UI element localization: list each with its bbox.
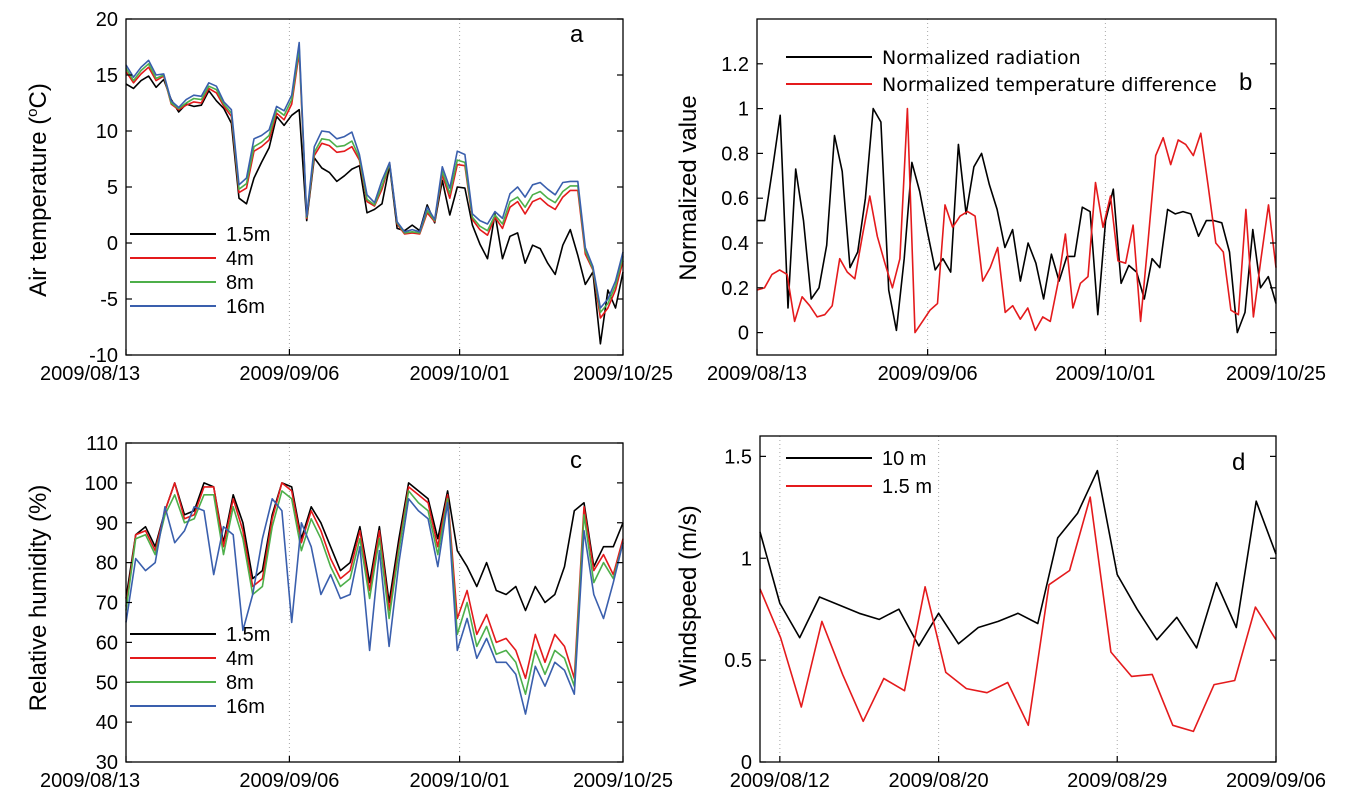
x-tick-label: 2009/08/20 <box>889 770 989 787</box>
legend: 10 m 1.5 m <box>786 448 932 498</box>
y-tick-label: 90 <box>96 513 118 535</box>
legend-label: Normalized radiation <box>882 47 1081 69</box>
y-tick-label: 5 <box>107 177 118 199</box>
panel-d: Windspeed (m/s) d 0 0.5 1 1.5 2009/08/12 2009… <box>675 435 1326 787</box>
panel-label-b: b <box>1239 69 1252 96</box>
y-tick-label: 0 <box>741 752 752 774</box>
y-tick-label: 70 <box>96 593 118 615</box>
y-tick-label: -10 <box>89 345 118 367</box>
x-tick-label: 2009/09/06 <box>1226 770 1326 787</box>
legend-label: 8m <box>226 272 254 294</box>
y-tick-label: 0 <box>107 233 118 255</box>
legend: Normalized radiation Normalized temperatu… <box>786 47 1217 96</box>
plot-frame <box>756 18 1277 356</box>
y-tick-label: 1.2 <box>721 54 749 76</box>
y-tick-label: 10 <box>96 121 118 143</box>
y-tick-label: 0 <box>738 323 749 345</box>
y-tick-label: 0.5 <box>724 650 752 672</box>
plot-frame <box>125 18 624 356</box>
series-line-0 <box>757 107 1277 334</box>
legend-label: Normalized temperature difference <box>882 74 1217 96</box>
ylabel-b: Normalized value <box>675 95 702 280</box>
x-tick-label: 2009/10/25 <box>1226 363 1326 385</box>
y-tick-label: 80 <box>96 553 118 575</box>
x-tick-label: 2009/08/13 <box>707 363 807 385</box>
panel-label-a: a <box>570 21 584 48</box>
series-line-2 <box>125 47 624 314</box>
panel-b: Normalized value b 0 0.2 0.4 0.6 0.8 1 1.2 2009… <box>675 18 1326 385</box>
series-line-1 <box>756 107 1277 334</box>
series-line-1 <box>759 496 1277 733</box>
y-tick-label: 30 <box>96 752 118 774</box>
legend-label: 10 m <box>882 448 926 470</box>
y-tick-label: 20 <box>96 9 118 31</box>
y-tick-label: 50 <box>96 672 118 694</box>
x-tick-label: 2009/09/06 <box>239 770 339 787</box>
ylabel-a: Air temperature (oC) <box>24 83 52 297</box>
legend-label: 8m <box>226 672 254 694</box>
x-tick-label: 2009/08/13 <box>40 363 140 385</box>
x-tick-label: 2009/10/01 <box>410 770 510 787</box>
y-tick-label: 0.2 <box>721 278 749 300</box>
series-line-3 <box>125 497 624 715</box>
series-line-1 <box>125 51 624 319</box>
ylabel-c: Relative humidity (%) <box>25 485 52 712</box>
legend-label: 4m <box>226 248 254 270</box>
x-tick-label: 2009/09/06 <box>878 363 978 385</box>
x-tick-label: 2009/08/13 <box>40 770 140 787</box>
y-tick-label: 1.5 <box>724 446 752 468</box>
y-tick-label: 0.4 <box>721 233 749 255</box>
panel-c: Relative humidity (%) c 30 40 50 60 70 80 90 10… <box>25 433 673 787</box>
x-tick-label: 2009/10/01 <box>1055 363 1155 385</box>
legend-label: 1.5 m <box>882 476 932 498</box>
y-tick-label: 15 <box>96 65 118 87</box>
y-tick-label: 0.6 <box>721 188 749 210</box>
series-line-3 <box>125 41 624 309</box>
x-tick-label: 2009/08/29 <box>1067 770 1167 787</box>
x-tick-label: 2009/10/25 <box>573 770 673 787</box>
series-line-2 <box>125 490 624 696</box>
y-tick-label: 110 <box>86 433 118 455</box>
y-tick-label: 100 <box>85 473 118 495</box>
legend-label: 1.5m <box>226 624 270 646</box>
y-tick-label: 40 <box>96 712 118 734</box>
series-line-1 <box>125 482 624 680</box>
panel-label-c: c <box>570 447 582 474</box>
panel-a: Air temperature (oC) a -10 -5 0 5 10 15 20 2009… <box>24 9 673 385</box>
series-line-0 <box>125 482 624 612</box>
series-line-0 <box>759 469 1277 649</box>
legend-label: 16m <box>226 296 265 318</box>
x-tick-label: 2009/08/12 <box>730 770 830 787</box>
plot-frame <box>759 435 1277 763</box>
y-tick-label: 0.8 <box>721 143 749 165</box>
panel-label-d: d <box>1232 449 1245 476</box>
x-tick-label: 2009/10/01 <box>410 363 510 385</box>
x-tick-label: 2009/09/06 <box>239 363 339 385</box>
y-tick-label: -5 <box>100 289 118 311</box>
ylabel-d: Windspeed (m/s) <box>675 505 702 686</box>
legend-label: 4m <box>226 648 254 670</box>
series-line-0 <box>125 75 624 345</box>
x-tick-label: 2009/10/25 <box>573 363 673 385</box>
legend-label: 1.5m <box>226 224 270 246</box>
y-tick-label: 1 <box>741 548 752 570</box>
legend-label: 16m <box>226 696 265 718</box>
y-tick-label: 1 <box>738 99 749 121</box>
y-tick-label: 60 <box>96 632 118 654</box>
